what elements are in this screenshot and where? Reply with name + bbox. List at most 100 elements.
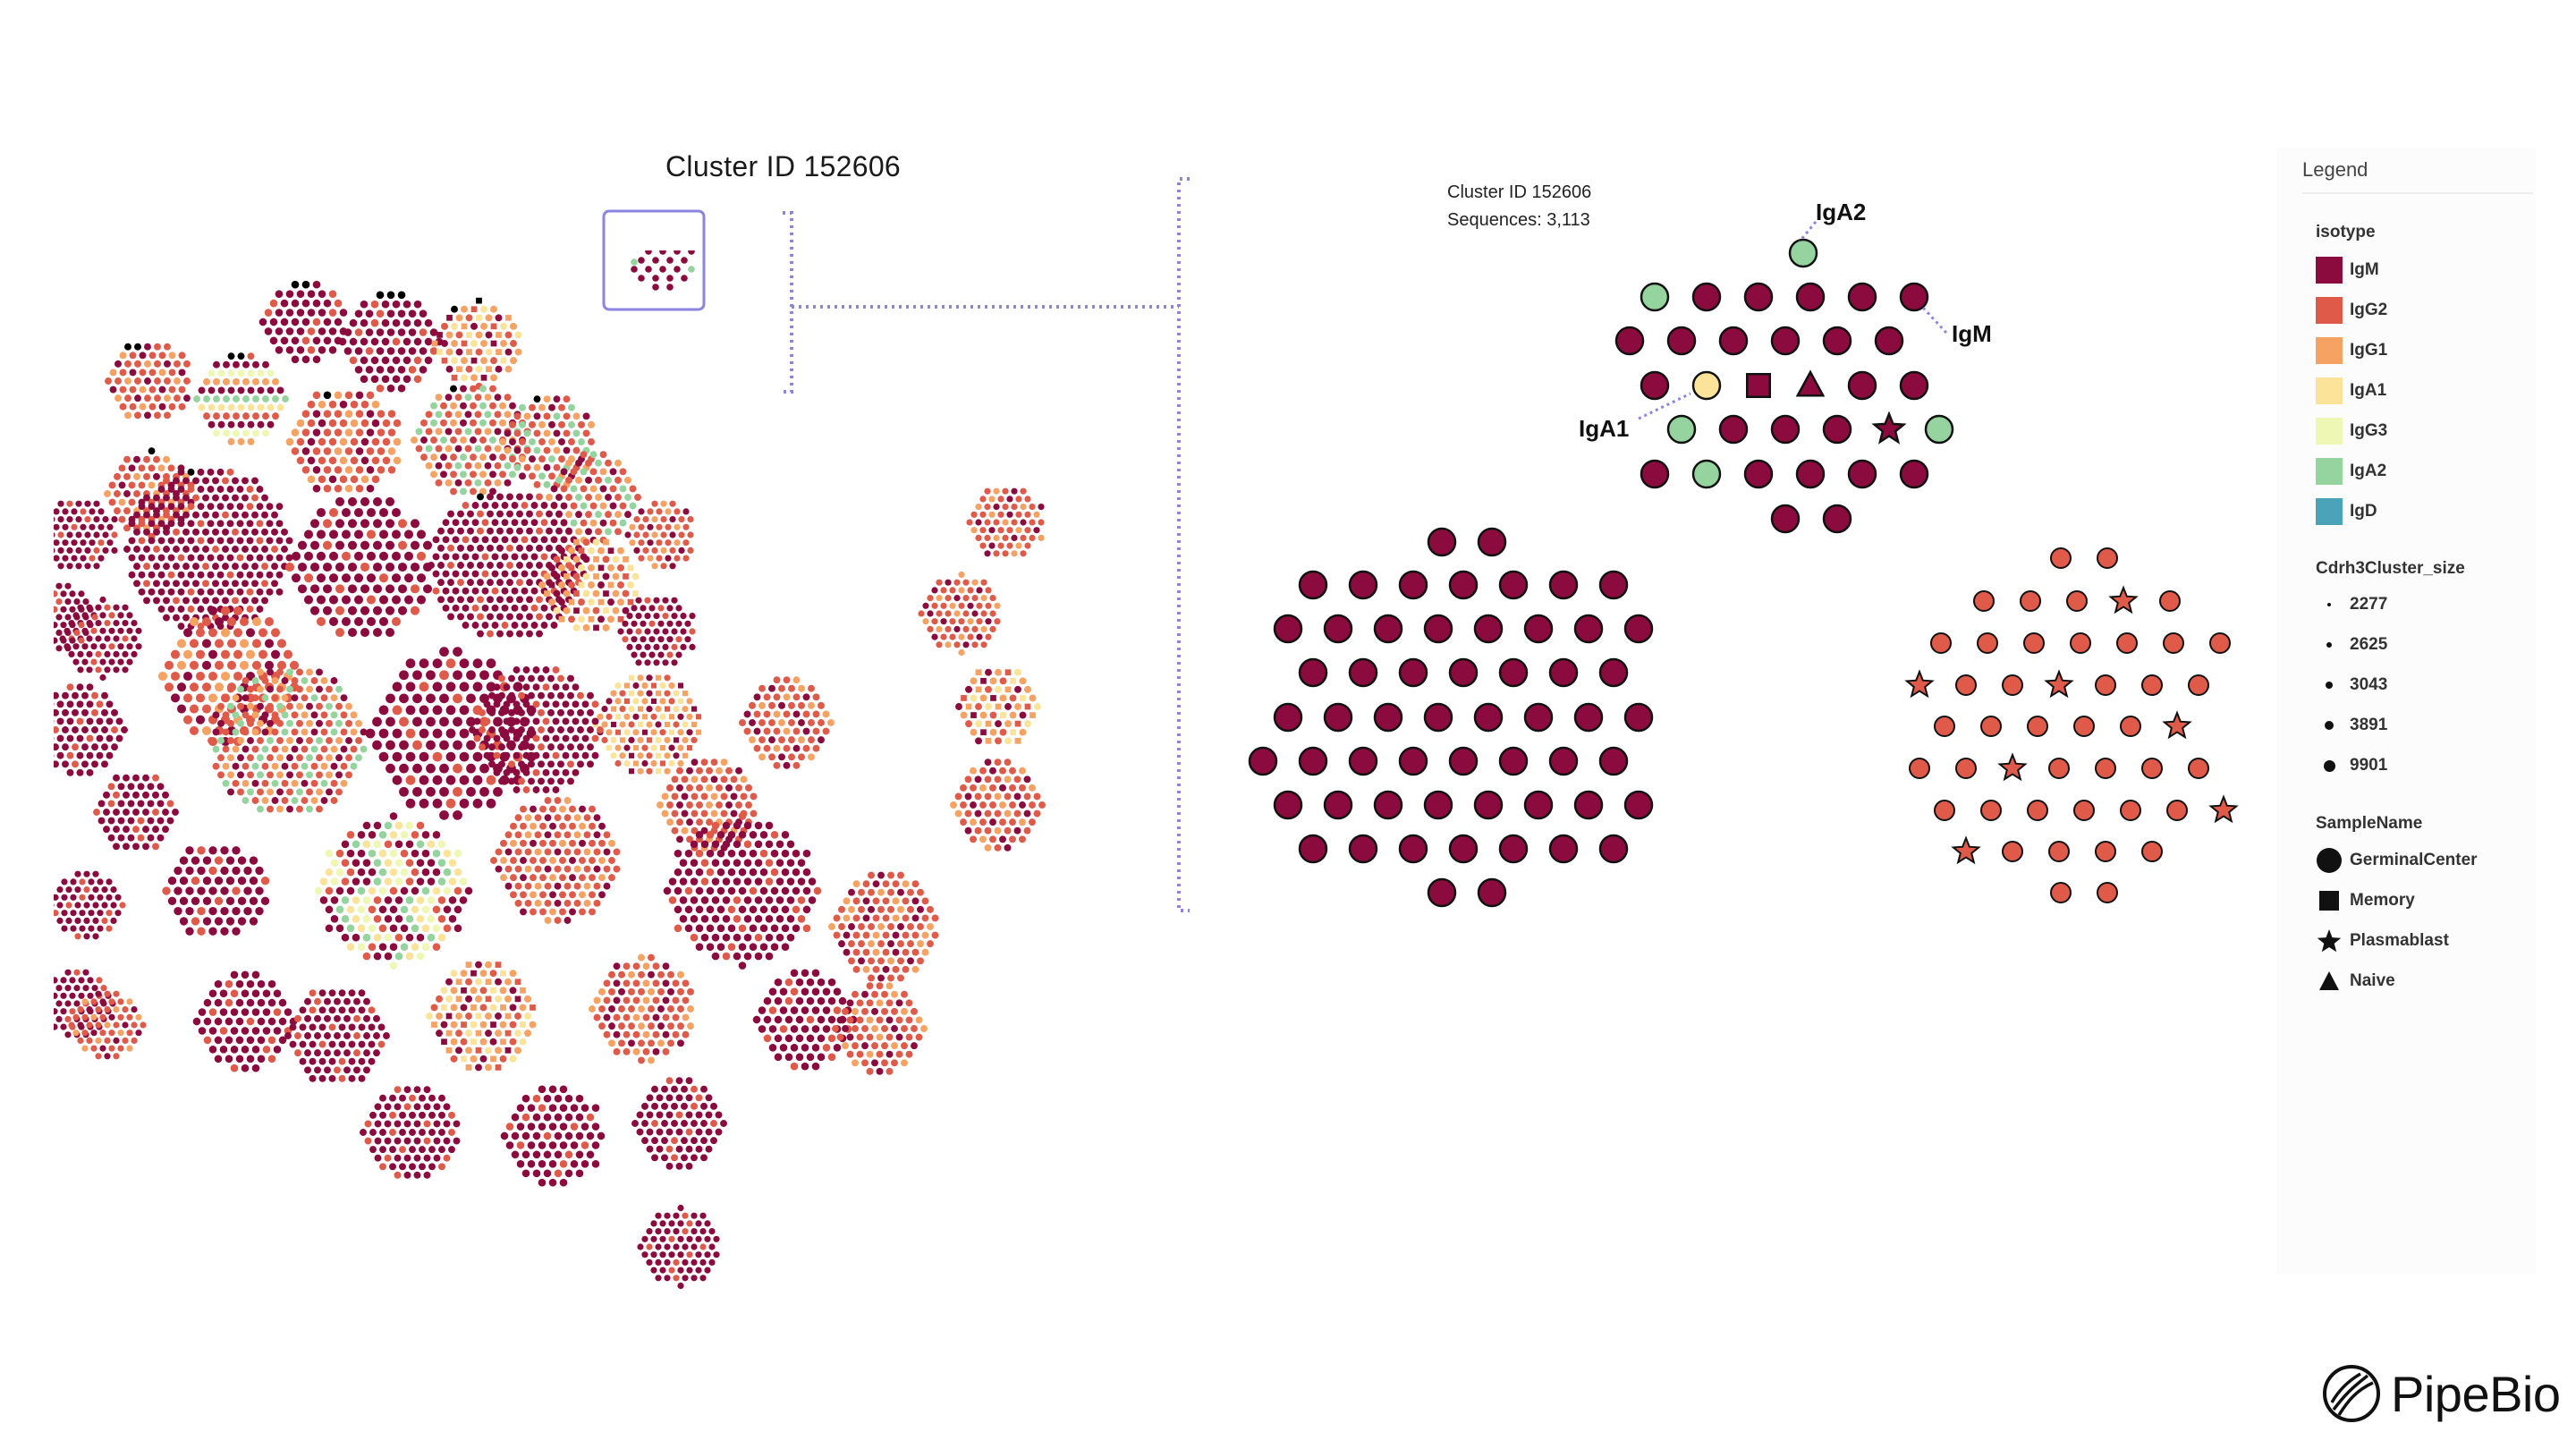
- zoom-point-igm[interactable]: [1423, 614, 1453, 644]
- zoom-point-igm[interactable]: [1298, 570, 1328, 600]
- zoom-point-igg2[interactable]: [2095, 841, 2116, 862]
- cluster-overview-plot[interactable]: [54, 250, 1109, 1306]
- zoom-point-igm[interactable]: [1899, 370, 1929, 401]
- zoom-point-igm[interactable]: [1298, 657, 1328, 688]
- zoom-point-igm[interactable]: [1640, 459, 1670, 489]
- zoom-point-igm[interactable]: [1323, 614, 1353, 644]
- zoom-point-igg2[interactable]: [2066, 590, 2088, 612]
- zoom-point-igm[interactable]: [1323, 702, 1353, 733]
- legend-isotype-iga1[interactable]: IgA1: [2316, 377, 2386, 404]
- zoom-point-iga1[interactable]: [1691, 370, 1722, 401]
- zoom-point-igm[interactable]: [1548, 570, 1579, 600]
- legend-isotype-iga2[interactable]: IgA2: [2316, 458, 2386, 485]
- zoom-point-igg2[interactable]: [2166, 800, 2188, 821]
- zoom-point-igm[interactable]: [1298, 834, 1328, 864]
- zoom-point-igg2[interactable]: [2163, 632, 2184, 654]
- zoom-point-igg2[interactable]: [2209, 632, 2231, 654]
- zoom-point-igg2[interactable]: [1909, 758, 1930, 779]
- zoom-point-igm[interactable]: [1298, 746, 1328, 776]
- zoom-point-igg2[interactable]: [1951, 835, 1981, 865]
- zoom-point-igm[interactable]: [1822, 414, 1852, 445]
- zoom-point-igg2[interactable]: [2073, 716, 2095, 737]
- zoom-point-igm[interactable]: [1273, 702, 1303, 733]
- zoom-point-igm[interactable]: [1598, 657, 1629, 688]
- legend-size-item[interactable]: 3891: [2316, 712, 2387, 739]
- legend-size-item[interactable]: 9901: [2316, 752, 2387, 779]
- zoom-point-igg2[interactable]: [1980, 716, 2002, 737]
- zoom-point-igm[interactable]: [1573, 614, 1604, 644]
- legend-sample-memory[interactable]: Memory: [2316, 887, 2415, 914]
- zoom-point-igg2[interactable]: [2188, 758, 2209, 779]
- zoom-point-igg2[interactable]: [2097, 882, 2118, 903]
- zoom-point-igg2[interactable]: [2159, 590, 2181, 612]
- zoom-point-igm[interactable]: [1423, 702, 1453, 733]
- zoom-point-igg2[interactable]: [2120, 716, 2141, 737]
- zoom-point-igm[interactable]: [1398, 834, 1428, 864]
- zoom-point-igm[interactable]: [1795, 282, 1826, 312]
- zoom-point-igm[interactable]: [1548, 657, 1579, 688]
- zoom-point-igm[interactable]: [1822, 326, 1852, 356]
- legend-sample-plasmablast[interactable]: Plasmablast: [2316, 928, 2449, 954]
- zoom-point-igm[interactable]: [1847, 370, 1877, 401]
- zoom-point-igg2[interactable]: [2002, 674, 2023, 696]
- zoom-point-igg2[interactable]: [2023, 632, 2045, 654]
- zoom-point-iga2[interactable]: [1666, 414, 1697, 445]
- zoom-point-igm[interactable]: [1498, 834, 1529, 864]
- zoom-point-igm[interactable]: [1847, 282, 1877, 312]
- zoom-point-igm[interactable]: [1323, 790, 1353, 820]
- zoom-point-igm[interactable]: [1398, 746, 1428, 776]
- zoom-point-igm[interactable]: [1448, 570, 1479, 600]
- zoom-point-igg2[interactable]: [1904, 669, 1935, 699]
- zoom-point-igm[interactable]: [1666, 326, 1697, 356]
- zoom-point-igm[interactable]: [1573, 790, 1604, 820]
- zoom-point-igg2[interactable]: [1955, 758, 1977, 779]
- zoom-point-igm[interactable]: [1623, 614, 1654, 644]
- zoom-point-igm[interactable]: [1373, 614, 1403, 644]
- zoom-point-igm[interactable]: [1770, 326, 1801, 356]
- zoom-point-igm[interactable]: [1348, 834, 1378, 864]
- zoom-point-igm[interactable]: [1398, 570, 1428, 600]
- zoom-point-igm[interactable]: [1473, 702, 1504, 733]
- zoom-point-igm[interactable]: [1623, 790, 1654, 820]
- zoom-point-igg2[interactable]: [2120, 800, 2141, 821]
- zoom-point-igm[interactable]: [1718, 326, 1749, 356]
- zoom-point-igg2[interactable]: [2027, 716, 2048, 737]
- zoom-point-igm[interactable]: [1248, 746, 1278, 776]
- zoom-point-igm[interactable]: [1498, 746, 1529, 776]
- zoom-point-igm[interactable]: [1614, 326, 1645, 356]
- legend-isotype-igg3[interactable]: IgG3: [2316, 418, 2387, 445]
- zoom-point-igm[interactable]: [1498, 570, 1529, 600]
- zoom-point-igg2[interactable]: [2095, 758, 2116, 779]
- legend-sample-naive[interactable]: Naive: [2316, 968, 2395, 995]
- legend-isotype-igg1[interactable]: IgG1: [2316, 337, 2387, 364]
- zoom-point-iga2[interactable]: [1924, 414, 1954, 445]
- zoom-point-igm[interactable]: [1348, 657, 1378, 688]
- zoom-point-igm[interactable]: [1573, 702, 1604, 733]
- zoom-point-igg2[interactable]: [2188, 674, 2209, 696]
- zoom-point-igg2[interactable]: [2141, 758, 2163, 779]
- zoom-point-igm[interactable]: [1448, 746, 1479, 776]
- zoom-point-igm[interactable]: [1874, 326, 1904, 356]
- zoom-point-iga2[interactable]: [1691, 459, 1722, 489]
- legend-sample-germinalcenter[interactable]: GerminalCenter: [2316, 847, 2478, 874]
- zoom-point-igm[interactable]: [1640, 370, 1670, 401]
- legend-isotype-igm[interactable]: IgM: [2316, 257, 2379, 284]
- zoom-point-igm[interactable]: [1373, 702, 1403, 733]
- zoom-point-igm[interactable]: [1743, 459, 1774, 489]
- zoom-point-igg2[interactable]: [2002, 841, 2023, 862]
- zoom-point-igm[interactable]: [1598, 746, 1629, 776]
- zoom-point-igg2[interactable]: [2050, 547, 2072, 569]
- zoom-point-igg2[interactable]: [1934, 716, 1955, 737]
- zoom-point-igm[interactable]: [1448, 657, 1479, 688]
- zoom-point-igm[interactable]: [1822, 504, 1852, 534]
- zoom-point-iga2[interactable]: [1788, 238, 1818, 268]
- zoom-point-igm[interactable]: [1398, 657, 1428, 688]
- zoom-point-igm[interactable]: [1477, 527, 1507, 557]
- zoom-point-igm[interactable]: [1770, 414, 1801, 445]
- zoom-point-igg2[interactable]: [2208, 794, 2239, 824]
- zoom-point-igg2[interactable]: [1980, 800, 2002, 821]
- zoom-point-igg2[interactable]: [1997, 752, 2028, 782]
- zoom-point-igg2[interactable]: [2048, 758, 2070, 779]
- zoom-point-igm[interactable]: [1348, 746, 1378, 776]
- zoom-point-igm[interactable]: [1523, 614, 1554, 644]
